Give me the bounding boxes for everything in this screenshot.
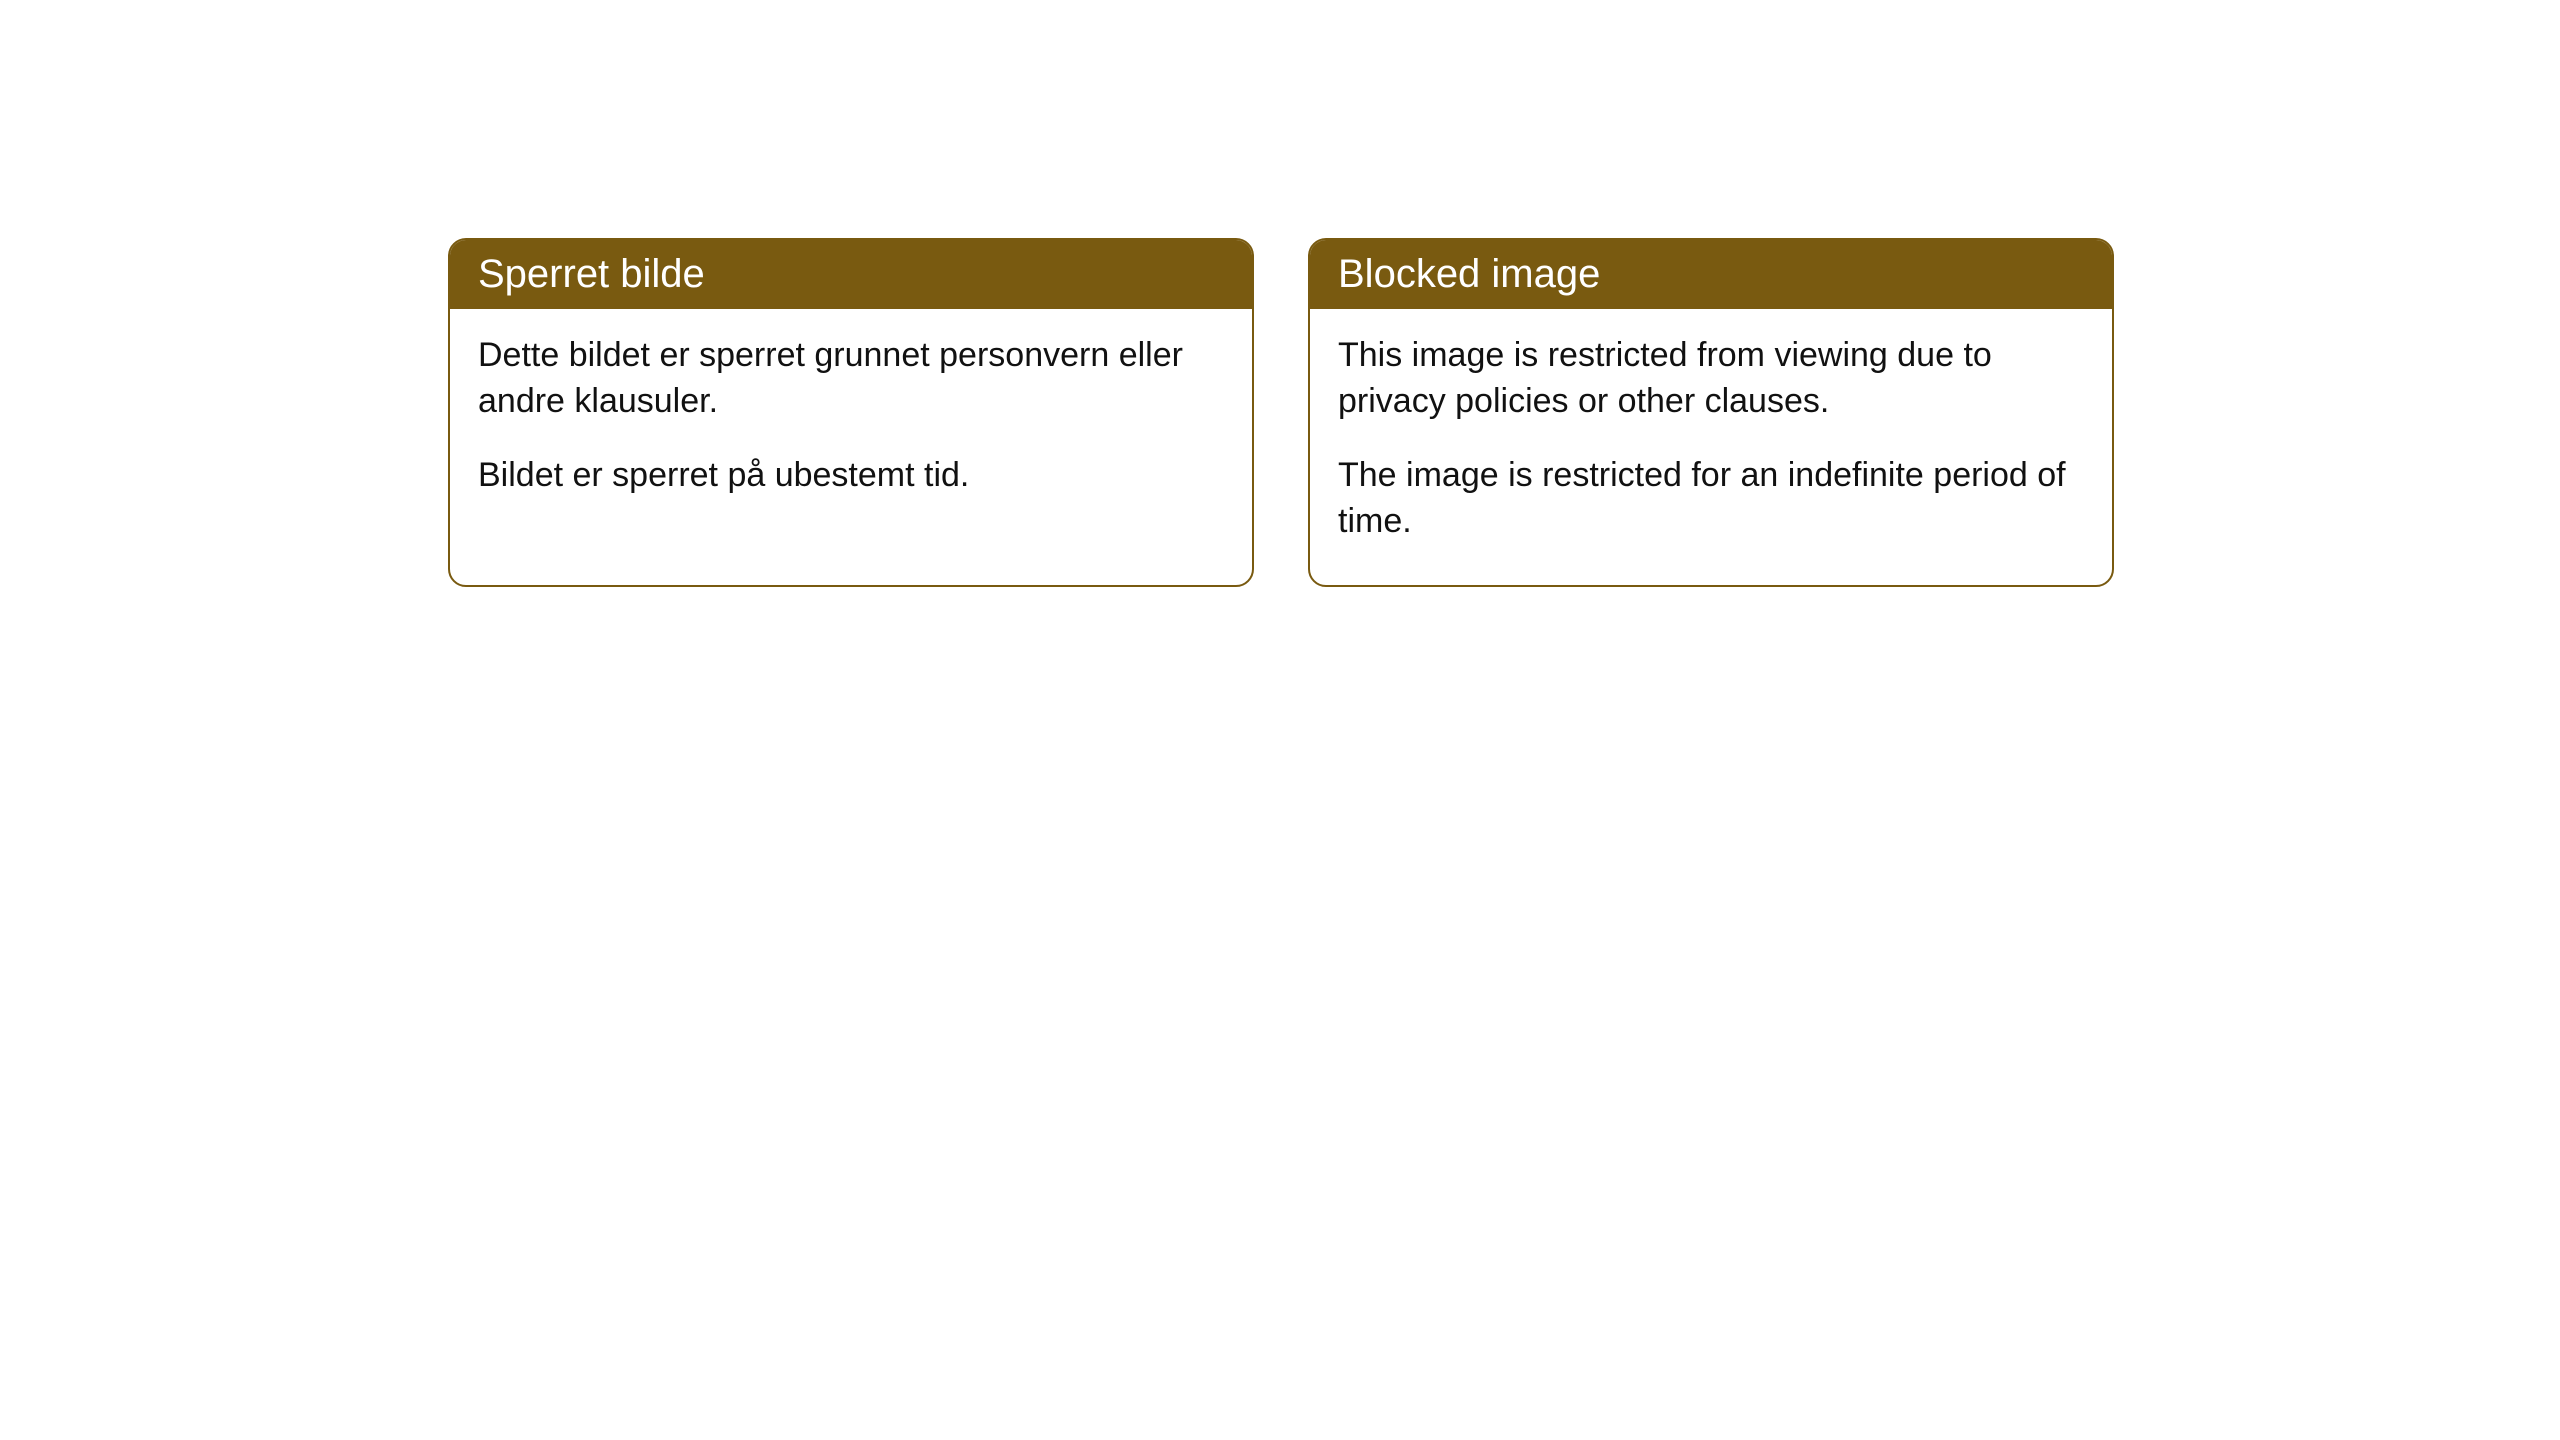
card-body: Dette bildet er sperret grunnet personve… xyxy=(450,309,1252,539)
notice-cards-container: Sperret bilde Dette bildet er sperret gr… xyxy=(448,238,2114,587)
notice-card-english: Blocked image This image is restricted f… xyxy=(1308,238,2114,587)
card-paragraph: The image is restricted for an indefinit… xyxy=(1338,453,2084,545)
card-paragraph: This image is restricted from viewing du… xyxy=(1338,333,2084,425)
card-paragraph: Dette bildet er sperret grunnet personve… xyxy=(478,333,1224,425)
card-body: This image is restricted from viewing du… xyxy=(1310,309,2112,585)
card-header: Sperret bilde xyxy=(450,240,1252,309)
notice-card-norwegian: Sperret bilde Dette bildet er sperret gr… xyxy=(448,238,1254,587)
card-header: Blocked image xyxy=(1310,240,2112,309)
card-title: Sperret bilde xyxy=(478,252,705,296)
card-title: Blocked image xyxy=(1338,252,1600,296)
card-paragraph: Bildet er sperret på ubestemt tid. xyxy=(478,453,1224,499)
